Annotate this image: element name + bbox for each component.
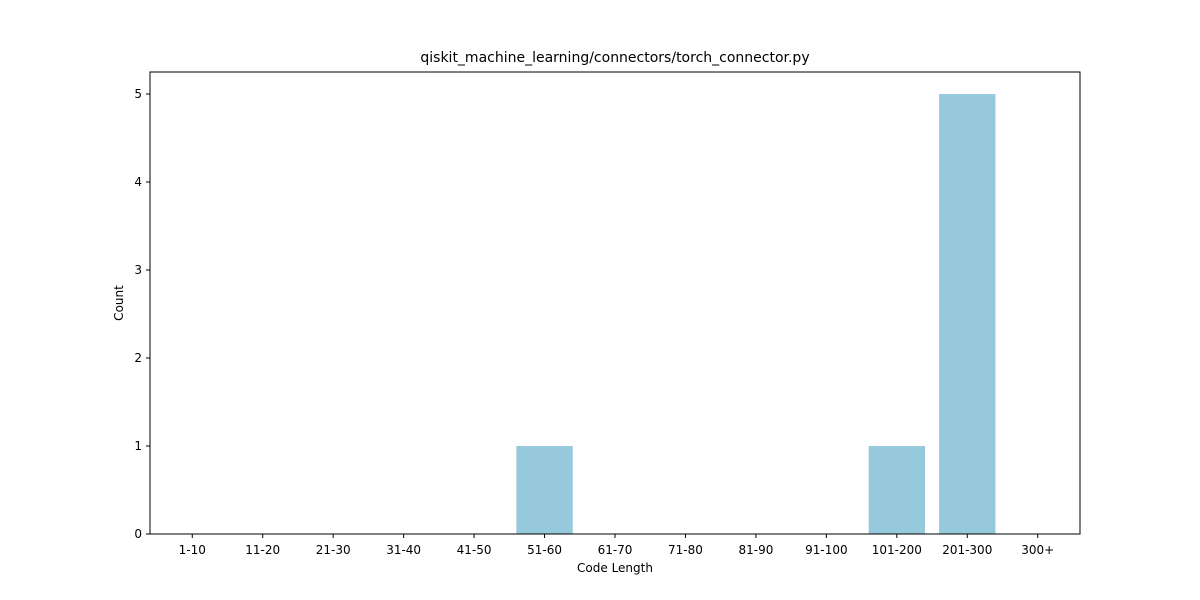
x-tick-label: 71-80	[668, 543, 703, 557]
y-tick-label: 2	[134, 351, 142, 365]
x-tick-label: 31-40	[386, 543, 421, 557]
y-tick-label: 1	[134, 439, 142, 453]
x-tick-label: 11-20	[245, 543, 280, 557]
x-tick-label: 41-50	[457, 543, 492, 557]
y-tick-label: 0	[134, 527, 142, 541]
y-tick-label: 4	[134, 175, 142, 189]
x-tick-label: 1-10	[179, 543, 206, 557]
x-tick-label: 101-200	[872, 543, 922, 557]
x-tick-label: 51-60	[527, 543, 562, 557]
x-tick-label: 300+	[1021, 543, 1054, 557]
y-axis-label: Count	[112, 285, 126, 321]
bar-51-60	[516, 446, 573, 534]
x-tick-label: 81-90	[738, 543, 773, 557]
bar-101-200	[868, 446, 925, 534]
bar-201-300	[939, 94, 996, 534]
x-tick-label: 21-30	[316, 543, 351, 557]
y-tick-label: 3	[134, 263, 142, 277]
x-tick-label: 91-100	[805, 543, 848, 557]
x-axis-label: Code Length	[577, 561, 653, 575]
bars-group	[516, 94, 996, 534]
y-tick-label: 5	[134, 87, 142, 101]
x-axis: 1-10 11-20 21-30 31-40 41-50 51-60 61-70 71-80 8…	[179, 534, 1054, 557]
chart-title: qiskit_machine_learning/connectors/torch…	[420, 50, 809, 66]
x-tick-label: 61-70	[598, 543, 633, 557]
y-axis: 0 1 2 3 4 5	[134, 87, 150, 541]
x-tick-label: 201-300	[942, 543, 992, 557]
